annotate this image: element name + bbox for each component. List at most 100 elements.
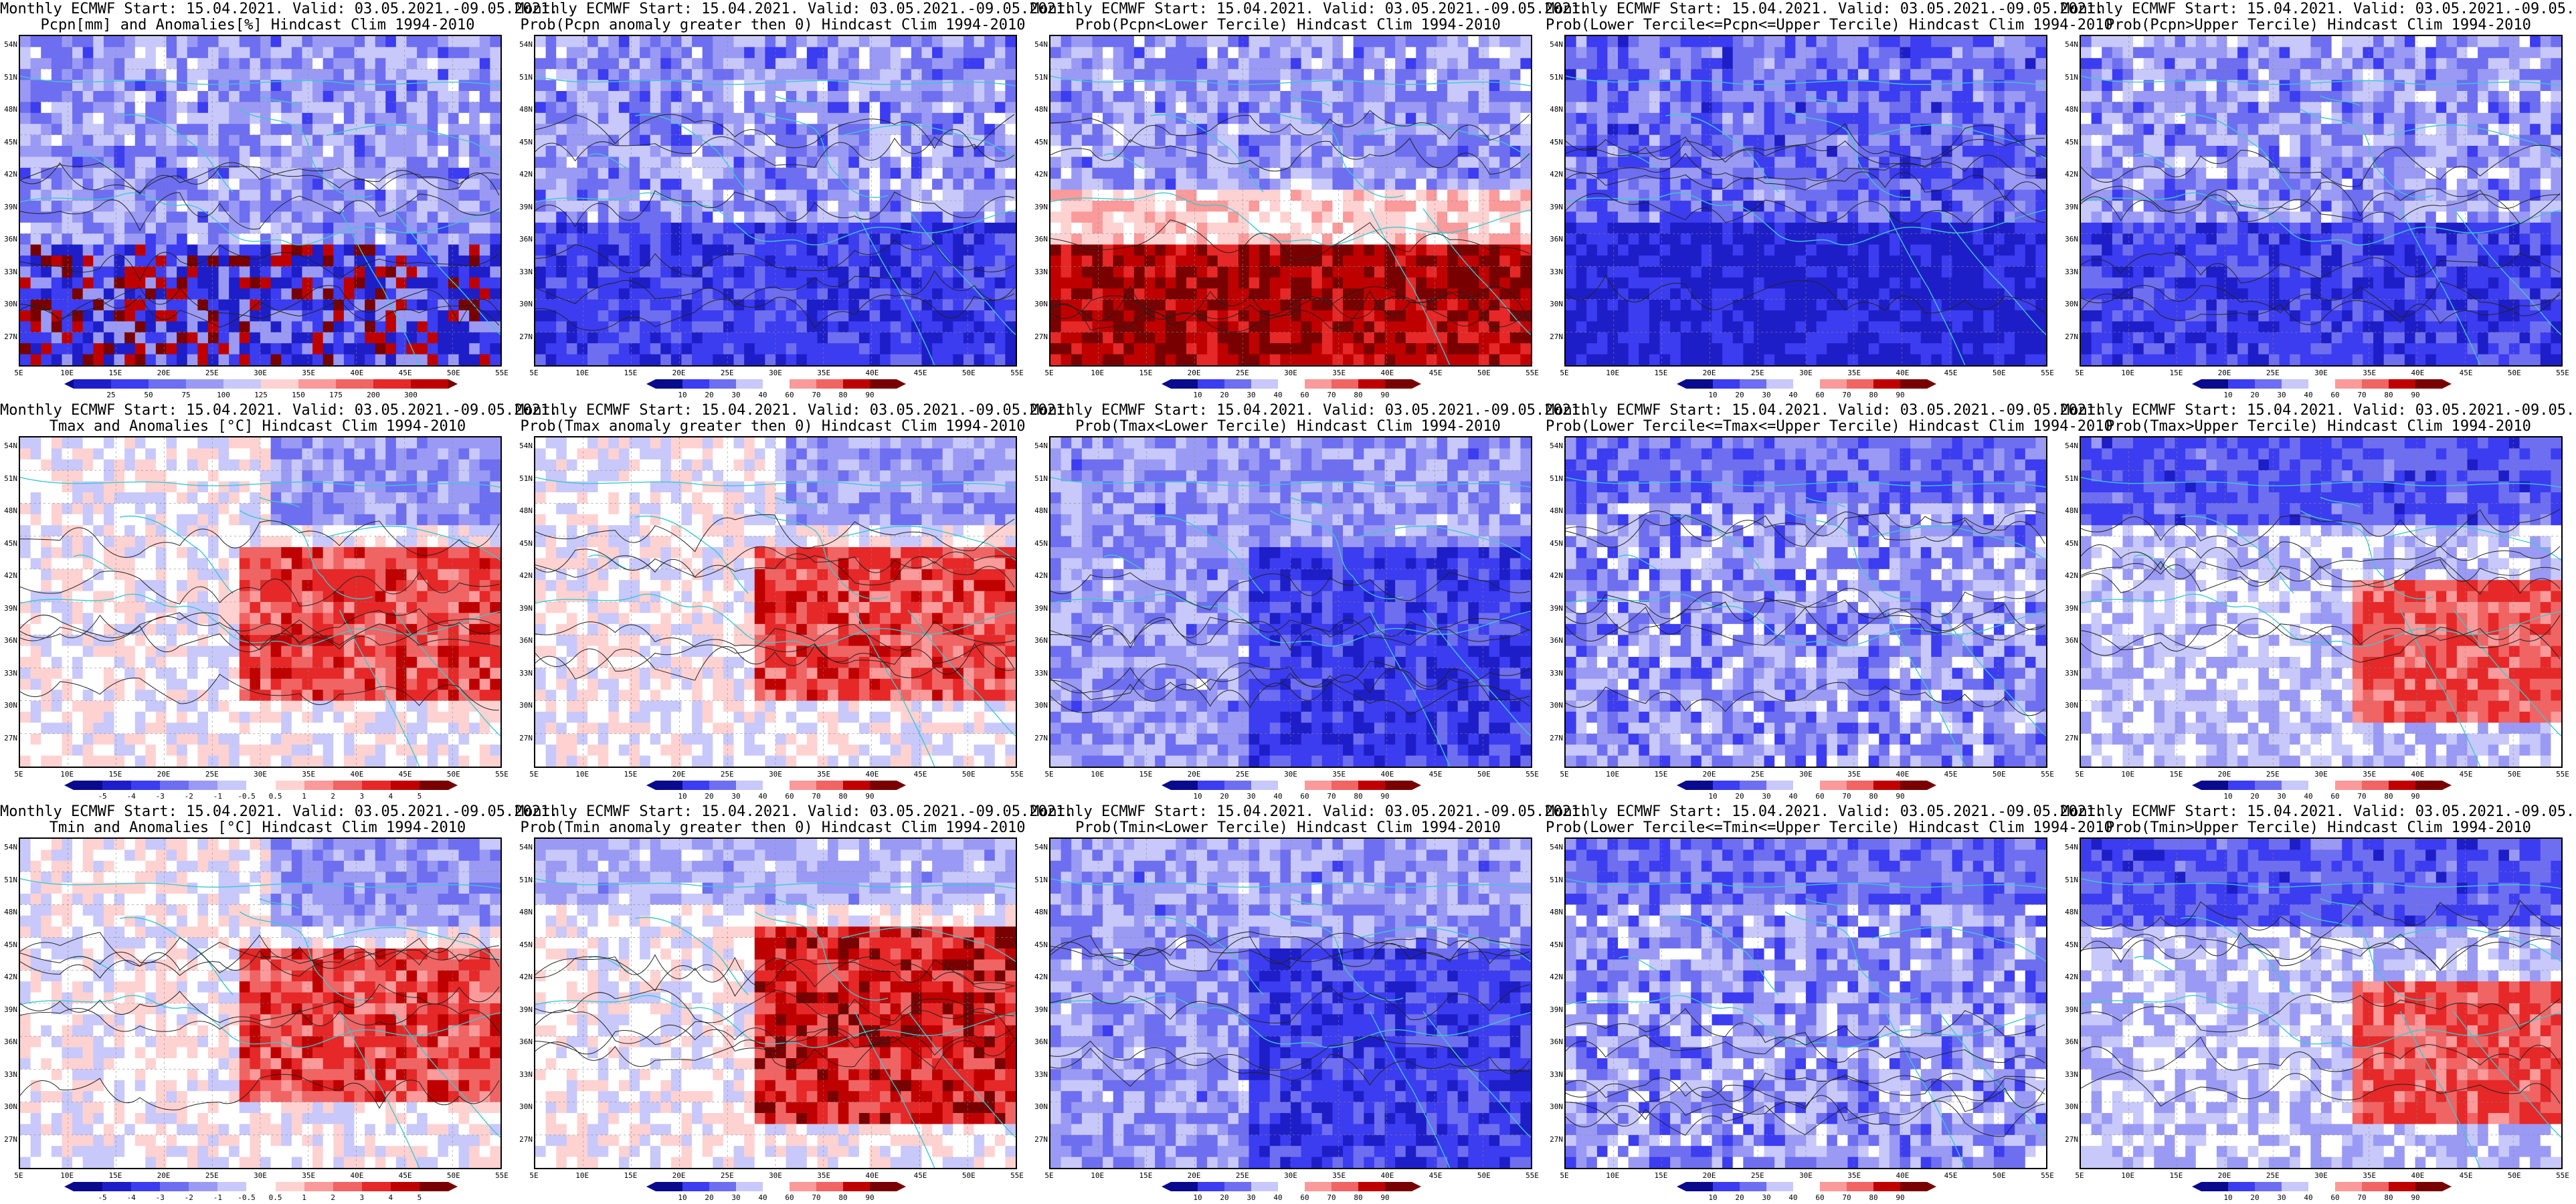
field-cell (1238, 102, 1250, 114)
field-cell (82, 201, 94, 213)
field-cell (1005, 201, 1016, 213)
field-cell (921, 91, 933, 103)
field-cell (1827, 157, 1838, 169)
contour-line (1050, 110, 1530, 143)
field-cell (1123, 58, 1135, 70)
field-cell (458, 244, 470, 256)
field-cell (640, 167, 651, 179)
contour-line (20, 285, 500, 325)
field-cell (1321, 233, 1333, 245)
field-cell (754, 157, 766, 169)
field-cell (1144, 321, 1156, 333)
field-cell (1311, 157, 1323, 169)
field-cell (1259, 288, 1271, 300)
field-cell (974, 91, 985, 103)
field-cell (670, 277, 682, 289)
field-cell (1207, 211, 1218, 223)
field-cell (72, 244, 84, 256)
field-cell (1509, 332, 1522, 344)
field-cell (1489, 266, 1500, 278)
field-cell (942, 189, 954, 201)
field-cell (629, 80, 640, 92)
field-cell (535, 343, 547, 355)
field-cell (239, 80, 251, 92)
field-cell (438, 332, 449, 344)
field-cell (187, 321, 199, 333)
field-cell (1103, 354, 1114, 365)
field-cell (51, 233, 63, 245)
field-cell (963, 266, 975, 278)
field-cell (354, 277, 365, 289)
field-cell (270, 266, 282, 278)
field-cell (806, 157, 818, 169)
field-cell (1478, 288, 1490, 300)
field-cell (1374, 47, 1386, 59)
field-cell (365, 157, 376, 169)
field-cell (1228, 91, 1239, 103)
field-cell (1753, 69, 1765, 81)
field-cell (1962, 157, 1974, 169)
field-cell (994, 201, 1006, 213)
field-cell (155, 102, 167, 114)
field-cell (577, 321, 588, 333)
field-cell (545, 211, 557, 223)
field-cell (1081, 69, 1093, 81)
field-cell (1291, 80, 1302, 92)
field-cell (713, 157, 724, 169)
field-cell (134, 256, 147, 268)
field-cell (260, 102, 272, 114)
field-cell (858, 124, 870, 136)
field-cell (270, 332, 282, 344)
field-cell (1092, 256, 1103, 268)
field-cell (1941, 167, 1953, 179)
field-cell (291, 102, 303, 114)
field-cell (30, 134, 42, 146)
field-cell (1005, 134, 1016, 146)
field-cell (1931, 134, 1942, 146)
field-cell (312, 222, 324, 234)
field-cell (1972, 167, 1985, 179)
field-cell (458, 321, 470, 333)
field-cell (1081, 47, 1093, 59)
field-cell (974, 124, 985, 136)
field-cell (375, 310, 387, 322)
field-cell (239, 36, 251, 48)
field-cell (1468, 299, 1479, 311)
field-cell (1005, 167, 1016, 179)
field-cell (41, 179, 52, 191)
field-cell (417, 233, 428, 245)
field-cell (51, 102, 63, 114)
field-cell (207, 321, 219, 333)
field-cell (1196, 69, 1208, 81)
field-cell (1165, 211, 1177, 223)
field-cell (1680, 91, 1692, 103)
field-cell (1628, 47, 1640, 59)
field-cell (869, 36, 881, 48)
field-cell (713, 277, 724, 289)
field-cell (1311, 256, 1323, 268)
field-cell (723, 69, 735, 81)
field-cell (291, 343, 303, 355)
field-cell (1081, 189, 1093, 201)
field-cell (82, 343, 94, 355)
field-cell (2004, 167, 2015, 179)
field-cell (1607, 80, 1619, 92)
field-cell (1238, 58, 1250, 70)
field-cell (984, 112, 996, 124)
field-cell (1889, 47, 1901, 59)
field-cell (1144, 80, 1156, 92)
field-cell (1701, 58, 1713, 70)
field-cell (1384, 47, 1396, 59)
field-cell (1670, 167, 1681, 179)
field-cell (1437, 277, 1448, 289)
field-cell (890, 288, 902, 300)
field-cell (239, 157, 251, 169)
field-cell (1868, 58, 1880, 70)
field-cell (469, 266, 480, 278)
field-cell (1005, 244, 1016, 256)
field-cell (754, 91, 766, 103)
field-cell (395, 256, 407, 268)
field-cell (1113, 321, 1125, 333)
field-cell (1332, 354, 1344, 365)
field-cell (1478, 80, 1490, 92)
